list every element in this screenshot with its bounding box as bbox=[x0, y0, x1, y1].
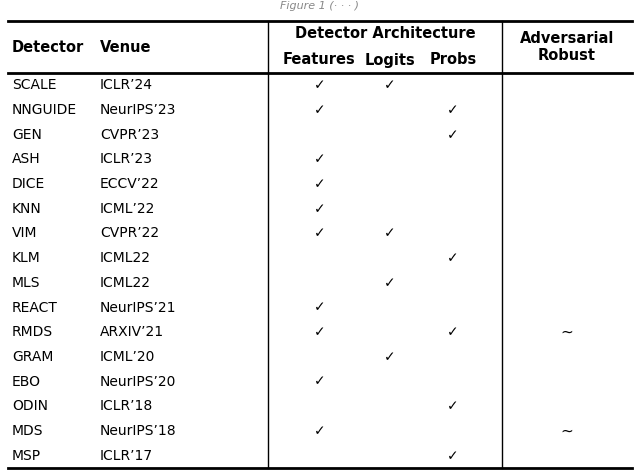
Text: CVPR’23: CVPR’23 bbox=[100, 128, 159, 142]
Text: NNGUIDE: NNGUIDE bbox=[12, 103, 77, 117]
Text: ARXIV’21: ARXIV’21 bbox=[100, 325, 164, 339]
Text: ODIN: ODIN bbox=[12, 399, 48, 413]
Text: EBO: EBO bbox=[12, 375, 41, 388]
Text: ECCV’22: ECCV’22 bbox=[100, 177, 159, 191]
Text: Logits: Logits bbox=[364, 52, 415, 68]
Text: ✓: ✓ bbox=[384, 276, 396, 290]
Text: ✓: ✓ bbox=[314, 79, 325, 92]
Text: Probs: Probs bbox=[429, 52, 477, 68]
Text: ~: ~ bbox=[561, 424, 573, 438]
Text: KLM: KLM bbox=[12, 251, 41, 265]
Text: MDS: MDS bbox=[12, 424, 44, 438]
Text: ICLR’24: ICLR’24 bbox=[100, 79, 153, 92]
Text: ✓: ✓ bbox=[314, 375, 325, 388]
Text: MLS: MLS bbox=[12, 276, 40, 290]
Text: ✓: ✓ bbox=[314, 424, 325, 438]
Text: NeurIPS’20: NeurIPS’20 bbox=[100, 375, 177, 388]
Text: ✓: ✓ bbox=[447, 251, 459, 265]
Text: ✓: ✓ bbox=[384, 227, 396, 240]
Text: ✓: ✓ bbox=[314, 227, 325, 240]
Text: ✓: ✓ bbox=[447, 128, 459, 142]
Text: NeurIPS’18: NeurIPS’18 bbox=[100, 424, 177, 438]
Text: ✓: ✓ bbox=[314, 177, 325, 191]
Text: ✓: ✓ bbox=[314, 152, 325, 167]
Text: GRAM: GRAM bbox=[12, 350, 53, 364]
Text: ✓: ✓ bbox=[447, 103, 459, 117]
Text: SCALE: SCALE bbox=[12, 79, 56, 92]
Text: NeurIPS’23: NeurIPS’23 bbox=[100, 103, 177, 117]
Text: ICLR’23: ICLR’23 bbox=[100, 152, 153, 167]
Text: ✓: ✓ bbox=[447, 399, 459, 413]
Text: Venue: Venue bbox=[100, 40, 152, 54]
Text: ✓: ✓ bbox=[384, 350, 396, 364]
Text: DICE: DICE bbox=[12, 177, 45, 191]
Text: ✓: ✓ bbox=[447, 325, 459, 339]
Text: Adversarial
Robust: Adversarial Robust bbox=[520, 31, 614, 63]
Text: Detector: Detector bbox=[12, 40, 84, 54]
Text: ✓: ✓ bbox=[314, 202, 325, 216]
Text: REACT: REACT bbox=[12, 300, 58, 315]
Text: CVPR’22: CVPR’22 bbox=[100, 227, 159, 240]
Text: ✓: ✓ bbox=[314, 103, 325, 117]
Text: KNN: KNN bbox=[12, 202, 42, 216]
Text: RMDS: RMDS bbox=[12, 325, 53, 339]
Text: Detector Architecture: Detector Architecture bbox=[294, 27, 476, 41]
Text: ICML’20: ICML’20 bbox=[100, 350, 156, 364]
Text: MSP: MSP bbox=[12, 449, 41, 463]
Text: ICLR’18: ICLR’18 bbox=[100, 399, 153, 413]
Text: Features: Features bbox=[283, 52, 356, 68]
Text: Figure 1 (· · · ): Figure 1 (· · · ) bbox=[280, 1, 360, 11]
Text: ICML’22: ICML’22 bbox=[100, 202, 156, 216]
Text: ✓: ✓ bbox=[314, 300, 325, 315]
Text: ✓: ✓ bbox=[314, 325, 325, 339]
Text: ICML22: ICML22 bbox=[100, 276, 151, 290]
Text: VIM: VIM bbox=[12, 227, 38, 240]
Text: ICML22: ICML22 bbox=[100, 251, 151, 265]
Text: ICLR’17: ICLR’17 bbox=[100, 449, 153, 463]
Text: ASH: ASH bbox=[12, 152, 40, 167]
Text: GEN: GEN bbox=[12, 128, 42, 142]
Text: ~: ~ bbox=[561, 325, 573, 340]
Text: ✓: ✓ bbox=[384, 79, 396, 92]
Text: NeurIPS’21: NeurIPS’21 bbox=[100, 300, 177, 315]
Text: ✓: ✓ bbox=[447, 449, 459, 463]
